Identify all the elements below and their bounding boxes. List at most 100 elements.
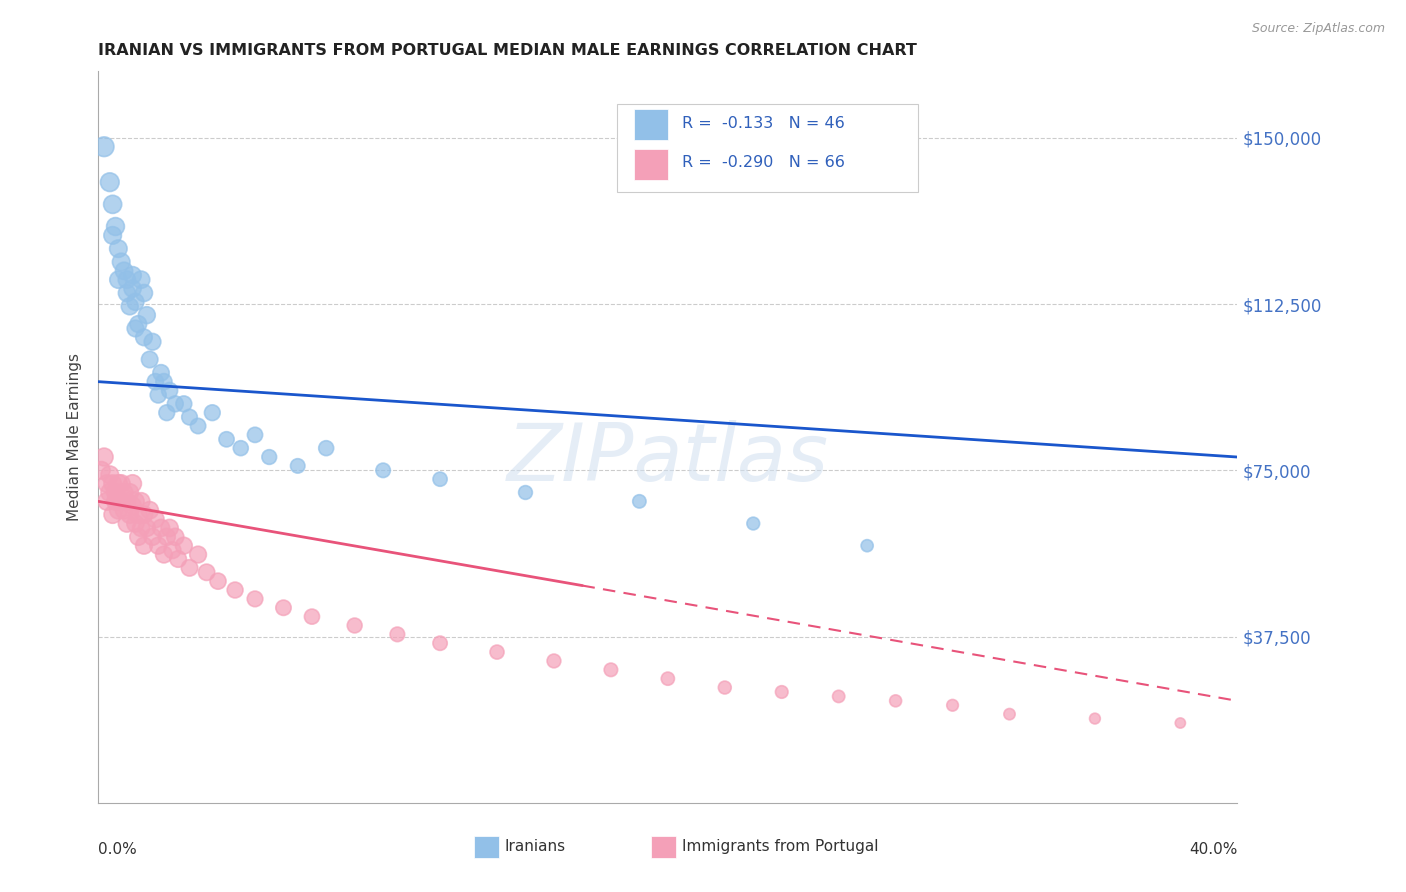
Point [515,485,537,500]
Text: Immigrants from Portugal: Immigrants from Portugal [682,839,877,855]
Point [101,197,124,211]
Point [373,463,395,477]
Point [486,645,509,659]
Point [179,561,201,575]
Point [150,521,173,535]
Point [104,219,127,234]
Point [1170,716,1192,731]
Point [543,654,565,668]
Point [273,600,295,615]
Point [98,467,121,482]
Point [167,552,190,566]
Point [243,591,266,606]
Text: R =  -0.290   N = 66: R = -0.290 N = 66 [682,155,845,170]
Point [138,503,160,517]
Point [259,450,281,464]
Point [107,242,129,256]
Point [124,321,146,335]
Point [884,694,907,708]
Point [115,285,138,300]
Point [229,441,252,455]
FancyBboxPatch shape [617,104,918,192]
Point [600,663,623,677]
Point [207,574,229,589]
Point [187,419,209,434]
Point [173,539,195,553]
Point [127,508,149,522]
Point [153,375,176,389]
Point [121,282,143,296]
Point [156,530,179,544]
FancyBboxPatch shape [634,110,668,140]
Point [118,508,141,522]
Point [129,521,152,535]
Point [93,139,115,153]
Text: 0.0%: 0.0% [98,842,138,856]
Point [165,397,187,411]
Point [132,285,155,300]
Point [96,476,118,491]
Point [195,566,218,580]
Text: 40.0%: 40.0% [1189,842,1237,856]
Point [112,485,135,500]
Point [115,516,138,531]
Point [942,698,965,713]
Point [145,375,167,389]
Point [121,476,143,491]
Point [132,508,155,522]
Point [115,494,138,508]
Point [148,388,170,402]
Point [159,384,181,398]
Point [243,428,266,442]
Point [215,432,238,446]
Point [156,406,179,420]
Point [127,317,149,331]
Point [828,690,851,704]
Point [101,508,124,522]
Point [101,228,124,243]
Point [429,636,451,650]
Point [121,499,143,513]
Point [153,548,176,562]
Point [179,410,201,425]
Point [112,503,135,517]
Point [107,273,129,287]
Point [101,476,124,491]
Point [107,476,129,491]
Point [224,582,246,597]
Point [141,530,163,544]
Point [657,672,679,686]
Point [201,406,224,420]
Point [770,685,793,699]
Y-axis label: Median Male Earnings: Median Male Earnings [67,353,83,521]
Point [107,503,129,517]
Point [287,458,309,473]
Point [124,294,146,309]
Point [148,539,170,553]
Point [742,516,765,531]
Point [173,397,195,411]
Point [129,494,152,508]
Point [145,512,167,526]
Point [104,494,127,508]
Point [121,268,143,283]
Point [429,472,451,486]
FancyBboxPatch shape [651,836,676,858]
Point [998,707,1021,722]
Text: Source: ZipAtlas.com: Source: ZipAtlas.com [1251,22,1385,36]
Point [187,548,209,562]
Point [343,618,366,632]
Point [127,530,149,544]
Text: IRANIAN VS IMMIGRANTS FROM PORTUGAL MEDIAN MALE EARNINGS CORRELATION CHART: IRANIAN VS IMMIGRANTS FROM PORTUGAL MEDI… [98,43,917,58]
FancyBboxPatch shape [634,149,668,179]
Point [301,609,323,624]
Point [98,485,121,500]
Point [124,516,146,531]
Point [165,530,187,544]
Point [118,485,141,500]
Text: Iranians: Iranians [505,839,567,855]
Point [110,494,132,508]
Point [93,450,115,464]
Point [159,521,181,535]
Point [628,494,651,508]
